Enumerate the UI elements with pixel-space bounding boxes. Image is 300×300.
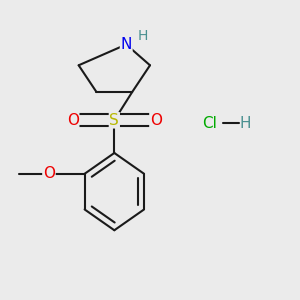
Text: N: N: [121, 37, 132, 52]
Text: Cl: Cl: [202, 116, 217, 131]
Text: H: H: [137, 28, 148, 43]
Text: H: H: [239, 116, 251, 131]
Text: O: O: [150, 113, 162, 128]
Text: S: S: [110, 113, 119, 128]
Text: O: O: [67, 113, 79, 128]
Text: O: O: [43, 166, 55, 181]
